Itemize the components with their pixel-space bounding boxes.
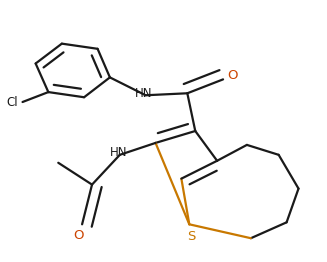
Text: HN: HN: [135, 87, 152, 100]
Text: O: O: [228, 69, 238, 82]
Text: HN: HN: [110, 146, 128, 159]
Text: S: S: [187, 230, 196, 243]
Text: Cl: Cl: [7, 96, 18, 108]
Text: O: O: [73, 229, 83, 242]
